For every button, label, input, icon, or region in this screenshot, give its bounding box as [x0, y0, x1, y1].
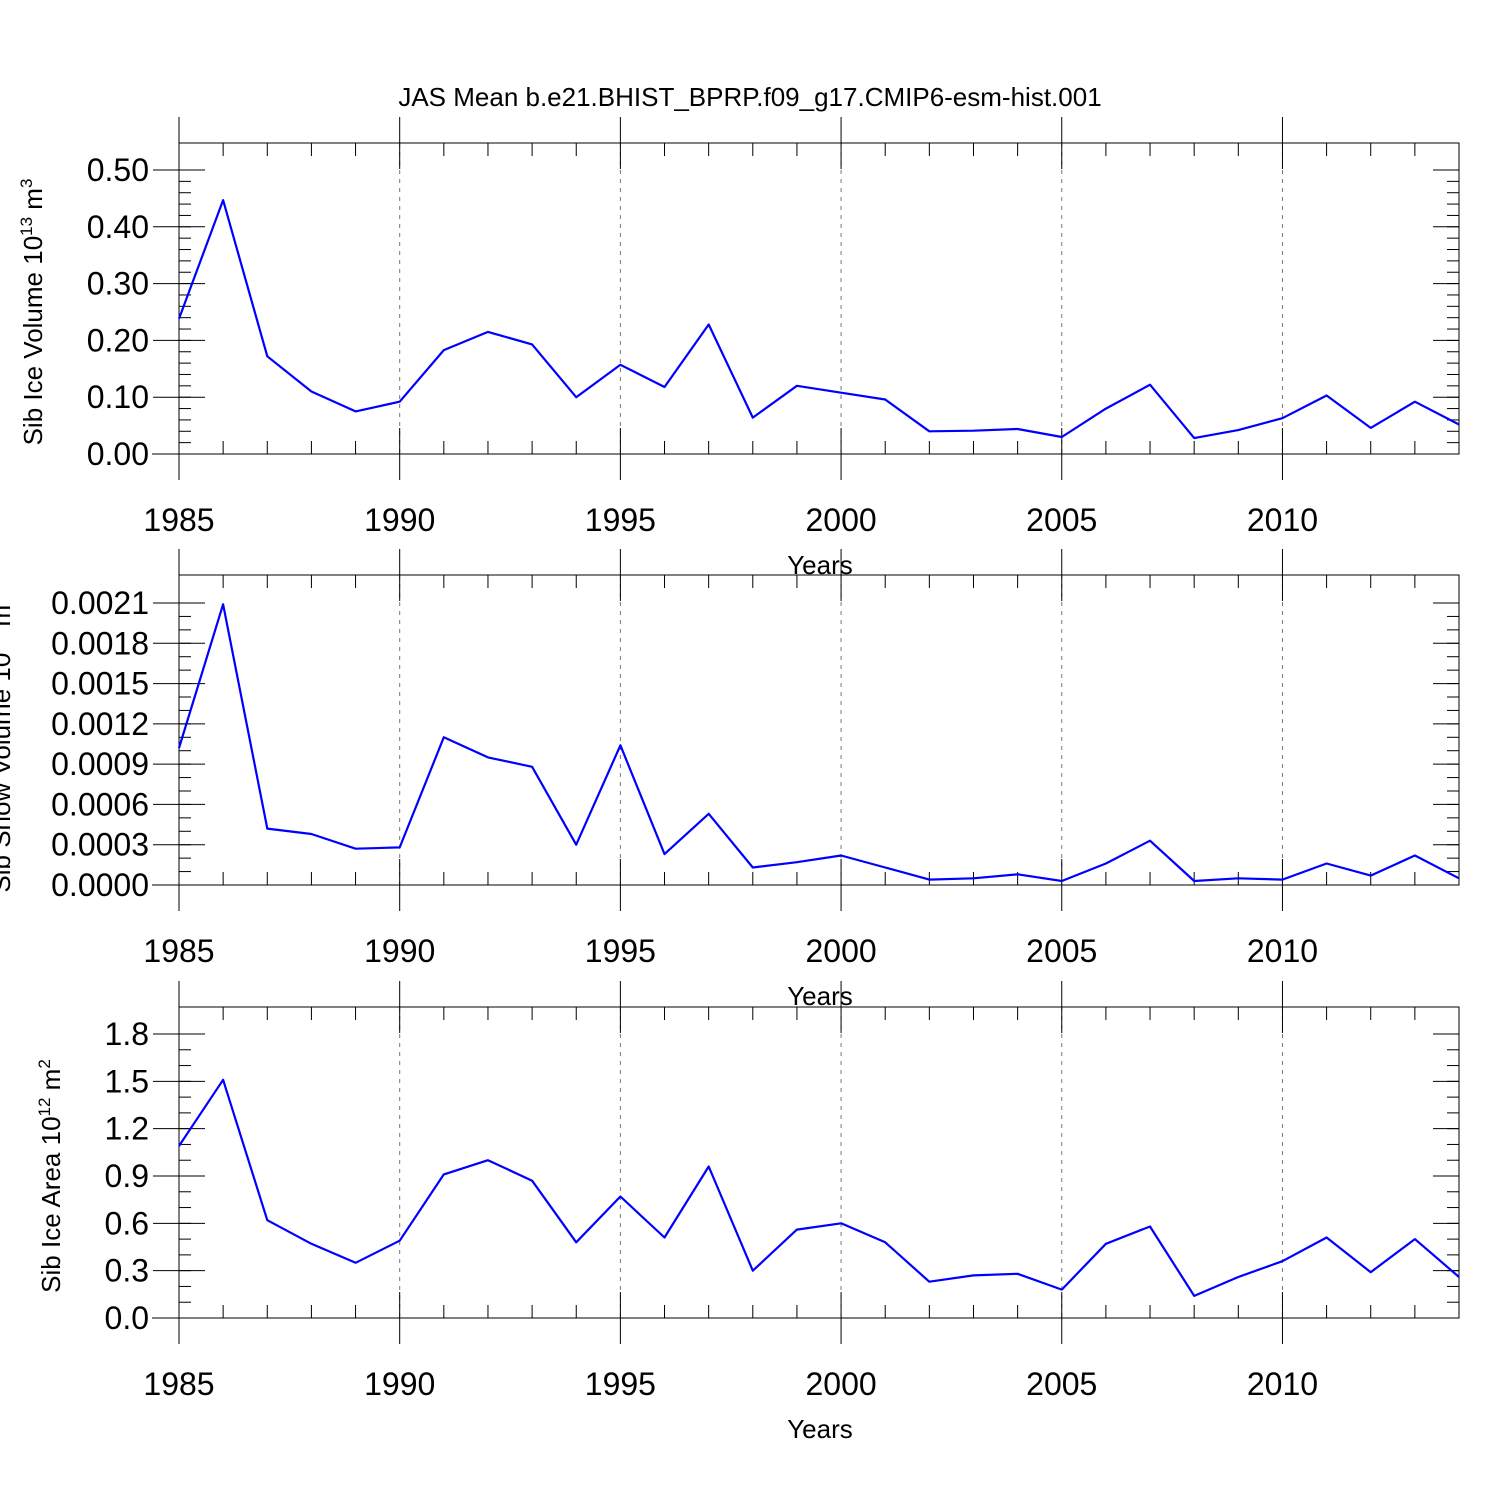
panel-2-y-tick-label: 0.0018	[51, 625, 149, 661]
panel-1-y-tick-label: 0.20	[87, 322, 149, 358]
panel-1-x-tick-label: 2005	[1026, 502, 1097, 538]
panel-3-series-line	[178, 1078, 1460, 1298]
panel-1-y-tick-label: 0.50	[87, 152, 149, 188]
figure-title: JAS Mean b.e21.BHIST_BPRP.f09_g17.CMIP6-…	[398, 82, 1101, 112]
panel-2-y-tick-label: 0.0009	[51, 746, 149, 782]
panel-1-y-axis-label: Sib Ice Volume 1013 m3	[17, 179, 48, 446]
panel-2-x-axis-label: Years	[787, 981, 853, 1011]
panel-2-series-line	[177, 603, 1460, 883]
panel-1-x-tick-label: 1990	[364, 502, 435, 538]
panel-3-x-tick-label: 2010	[1247, 1366, 1318, 1402]
panel-3-y-axis-label: Sib Ice Area 1012 m2	[35, 1059, 66, 1293]
panel-3-y-tick-label: 0.3	[105, 1253, 149, 1289]
panel-2-y-tick-label: 0.0006	[51, 786, 149, 822]
panel-2-x-tick-label: 2000	[805, 933, 876, 969]
panel-2-y-axis-label: Sib Snow Volume 1013 m3	[0, 595, 16, 892]
panel-1-y-tick-label: 0.30	[87, 266, 149, 302]
panel-3-y-tick-label: 1.2	[105, 1111, 149, 1147]
panel-2-y-tick-label: 0.0000	[51, 867, 149, 903]
panel-3: 0.0 0.3 0.6 0.9 1.2 1.5 1.8 1985 1990 1995 2000 200…	[35, 981, 1460, 1444]
panel-3-x-tick-label: 2000	[805, 1366, 876, 1402]
panel-1-x-tick-label: 1995	[585, 502, 656, 538]
panel-3-x-tick-label: 2005	[1026, 1366, 1097, 1402]
panel-1-y-tick-label: 0.40	[87, 209, 149, 245]
panel-1-x-tick-label: 2010	[1247, 502, 1318, 538]
panel-1-x-tick-label: 2000	[805, 502, 876, 538]
panel-2-y-tick-label: 0.0012	[51, 706, 149, 742]
panels-container: 0.00 0.10 0.20 0.30 0.40 0.50 1985 1990 1995 2000…	[0, 117, 1460, 1444]
panel-3-y-tick-label: 0.9	[105, 1158, 149, 1194]
panel-1-series-line	[177, 199, 1460, 440]
panel-2-x-tick-label: 1985	[143, 933, 214, 969]
panel-3-plot-frame	[178, 1006, 1460, 1319]
panel-1-plot-frame	[178, 142, 1460, 455]
panel-3-y-tick-label: 0.0	[105, 1300, 149, 1336]
panel-2-plot-frame	[178, 574, 1460, 886]
panel-2-y-tick-label: 0.0003	[51, 827, 149, 863]
panel-2-y-tick-label: 0.0021	[51, 585, 149, 621]
panel-3-y-tick-label: 1.5	[105, 1063, 149, 1099]
panel-3-y-tick-label: 1.8	[105, 1016, 149, 1052]
panel-2-y-tick-label: 0.0015	[51, 666, 149, 702]
panel-2-x-tick-label: 2005	[1026, 933, 1097, 969]
panel-3-x-tick-label: 1995	[585, 1366, 656, 1402]
panel-2-x-tick-label: 2010	[1247, 933, 1318, 969]
panel-1-x-tick-label: 1985	[143, 502, 214, 538]
panel-3-x-tick-label: 1990	[364, 1366, 435, 1402]
panel-1-y-tick-label: 0.00	[87, 436, 149, 472]
panel-3-x-tick-label: 1985	[143, 1366, 214, 1402]
panel-2-x-tick-label: 1995	[585, 933, 656, 969]
panel-3-x-axis-label: Years	[787, 1414, 853, 1444]
panel-3-y-tick-label: 0.6	[105, 1205, 149, 1241]
panel-1-y-tick-label: 0.10	[87, 379, 149, 415]
panel-2: 0.0000 0.0003 0.0006 0.0009 0.0012 0.0015 0.00…	[0, 549, 1460, 1011]
panel-2-x-tick-label: 1990	[364, 933, 435, 969]
